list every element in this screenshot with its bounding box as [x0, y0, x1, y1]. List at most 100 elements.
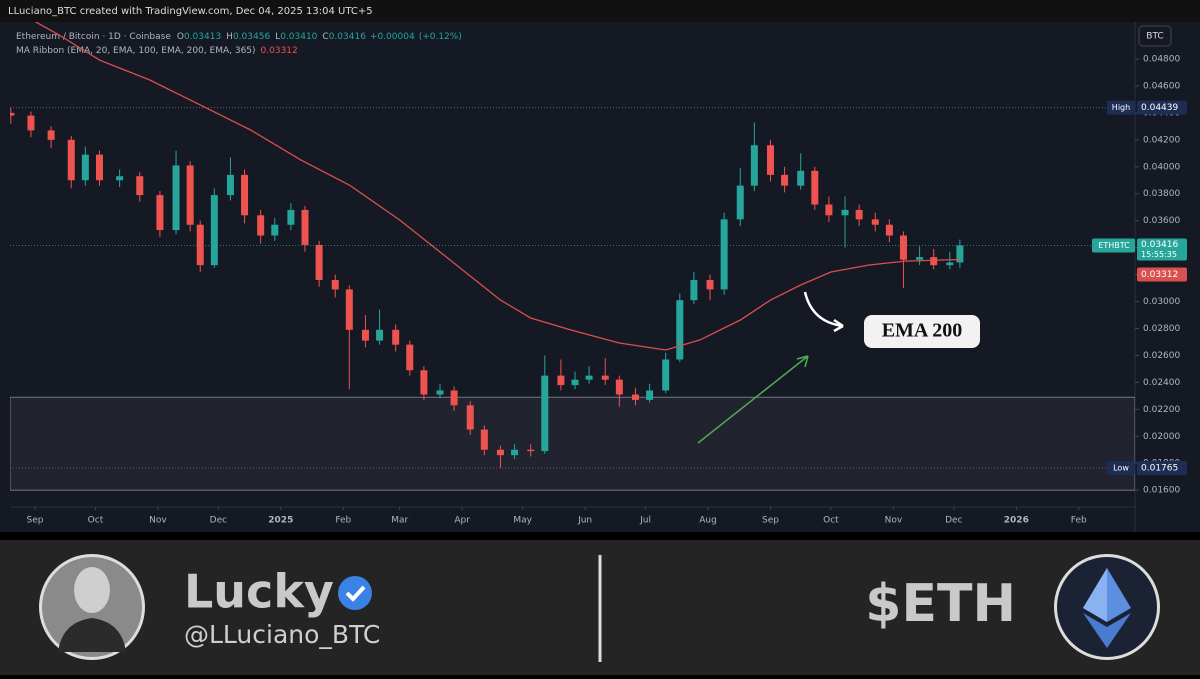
candle-body: [825, 204, 833, 216]
y-tick-label: 0.04600: [1143, 81, 1180, 91]
candle-body: [662, 359, 670, 391]
legend-title: Ethereum / Bitcoin · 1D · Coinbase: [16, 32, 171, 42]
candle-body: [899, 235, 907, 260]
eth-diamond-light: [1083, 568, 1107, 622]
y-tick-label: 0.02000: [1143, 432, 1180, 442]
high-marker-label-box: [1107, 100, 1135, 115]
candle-body: [10, 112, 15, 116]
candle-body: [781, 174, 789, 186]
trend-arrow: [697, 355, 809, 444]
candle-body: [706, 279, 714, 290]
legend-line: Ethereum / Bitcoin · 1D · Coinbase O0.034…: [16, 32, 462, 42]
candle-body: [450, 390, 458, 406]
legend-line: MA Ribbon (EMA, 20, EMA, 100, EMA, 200, …: [16, 46, 298, 56]
candle-body: [95, 154, 103, 181]
candle-body: [956, 245, 964, 263]
candle-body: [436, 390, 444, 395]
candle-body: [376, 329, 384, 341]
legend-value: (+0.12%): [419, 32, 462, 42]
low-marker-tag: [1137, 460, 1187, 475]
y-tick-label: 0.04800: [1143, 54, 1180, 64]
eth-diamond-bottom: [1083, 613, 1131, 648]
x-tick-label: Dec: [945, 516, 962, 526]
candle-body: [392, 329, 400, 345]
legend-series: MA Ribbon (EMA, 20, EMA, 100, EMA, 200, …: [16, 46, 256, 56]
candle-body: [116, 176, 124, 181]
candle-body: [541, 375, 549, 452]
candle-body: [172, 165, 180, 231]
candle-body: [257, 215, 265, 236]
candle-body: [946, 262, 954, 266]
footer-ticker: $ETH: [865, 574, 1016, 634]
candle-body: [601, 375, 609, 380]
y-tick-label: 0.02800: [1143, 324, 1180, 334]
candle-body: [690, 279, 698, 301]
x-tick-label: Aug: [699, 516, 717, 526]
candle-body: [585, 375, 593, 380]
verified-badge: [338, 576, 372, 610]
low-marker-value: 0.01765: [1141, 463, 1178, 473]
candle-body: [615, 379, 623, 395]
candle-body: [271, 224, 279, 236]
candle-body: [331, 279, 339, 290]
x-tick-label: Nov: [149, 516, 167, 526]
plot-area: [10, 22, 1135, 491]
y-tick-label: 0.03600: [1143, 216, 1180, 226]
footer-name: Lucky: [184, 565, 334, 619]
candle-body: [930, 257, 938, 266]
range-zone: [10, 396, 1135, 491]
legend-value: 0.03416: [329, 32, 366, 42]
low-marker-label-box: [1107, 460, 1135, 475]
high-marker-value: 0.04439: [1141, 103, 1178, 113]
candle-body: [631, 394, 639, 400]
candle-body: [241, 174, 249, 216]
annotation: EMA 200: [882, 320, 963, 342]
x-tick-label: Sep: [762, 516, 779, 526]
candle-body: [916, 257, 924, 260]
legend-value: +0.00004: [370, 32, 415, 42]
candle-body: [361, 329, 369, 341]
candle-body: [496, 449, 504, 456]
legend-value: 0.03410: [280, 32, 317, 42]
candle-body: [750, 145, 758, 186]
y-tick-label: 0.04200: [1143, 135, 1180, 145]
low-marker-label: Low: [1113, 463, 1129, 472]
candle-body: [315, 244, 323, 280]
y-tick-label: 0.03000: [1143, 297, 1180, 307]
symbol-tag: [1092, 238, 1135, 253]
legend-field: C: [322, 32, 328, 42]
candle-body: [186, 165, 194, 225]
x-tick-label: Dec: [210, 516, 227, 526]
currency-label[interactable]: BTC: [1146, 32, 1163, 42]
x-tick-label: 2025: [268, 516, 293, 526]
candle-body: [210, 195, 218, 266]
legend-field: H: [226, 32, 233, 42]
x-tick-label: Apr: [454, 516, 470, 526]
top-bar: [0, 0, 1200, 22]
x-tick-label: Mar: [391, 516, 408, 526]
legend-value: 0.03413: [184, 32, 221, 42]
candle-body: [480, 429, 488, 450]
legend-value: 0.03312: [261, 46, 298, 56]
y-tick-label: 0.02200: [1143, 405, 1180, 415]
candle-body: [156, 195, 164, 231]
legend-field: L: [275, 32, 280, 42]
candle-body: [885, 224, 893, 236]
legend-value: 0.03456: [233, 32, 270, 42]
ema-tag-value: 0.03312: [1141, 270, 1178, 280]
candle-body: [466, 405, 474, 430]
candle-body: [47, 130, 55, 140]
candle-body: [527, 449, 535, 452]
x-tick-label: 2026: [1004, 516, 1029, 526]
x-tick-label: May: [513, 516, 532, 526]
candle-body: [797, 170, 805, 186]
candle-body: [720, 219, 728, 290]
annotation-box: [864, 315, 980, 348]
candle-body: [27, 115, 35, 131]
currency-button[interactable]: [1138, 25, 1172, 47]
x-tick-label: Sep: [27, 516, 44, 526]
candle-body: [420, 370, 428, 395]
candle-body: [676, 300, 684, 360]
avatar-body: [58, 618, 126, 652]
